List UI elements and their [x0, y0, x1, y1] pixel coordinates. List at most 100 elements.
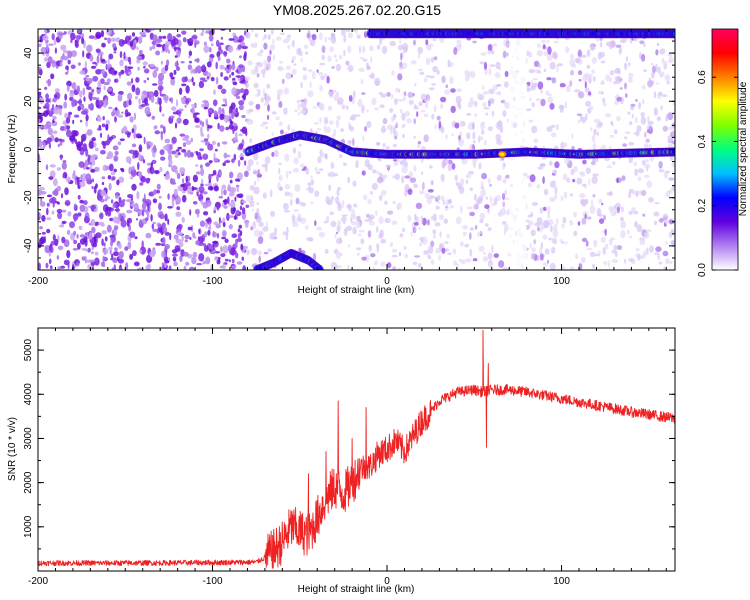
spectrogram-noise-cell [529, 174, 536, 183]
spectrogram-noise-cell [107, 37, 111, 44]
spectrogram-noise-cell [564, 156, 570, 165]
spectrogram-noise-cell [238, 100, 245, 106]
spectrogram-noise-cell [658, 161, 663, 169]
spectrogram-noise-cell [615, 75, 622, 84]
spectrogram-noise-cell [294, 184, 301, 192]
spectrogram-noise-cell [207, 143, 214, 151]
spectrogram-noise-cell [162, 35, 167, 39]
spectrogram-noise-cell [488, 88, 495, 95]
spectrogram-noise-cell [238, 143, 244, 150]
spectrogram-noise-cell [157, 72, 165, 82]
spectrogram-noise-cell [70, 50, 77, 57]
spectrogram-noise-cell [235, 107, 238, 113]
spectrogram-noise-cell [616, 245, 623, 251]
spectrogram-noise-cell [189, 191, 194, 195]
spectrogram-noise-cell [130, 203, 135, 207]
spectrogram-noise-cell [229, 171, 234, 179]
spectrogram-noise-cell [48, 43, 54, 46]
spectrogram-noise-cell [38, 106, 42, 110]
spectrogram-noise-cell [359, 57, 365, 60]
spectrogram-noise-cell [389, 242, 393, 248]
spectrogram-noise-cell [419, 71, 425, 76]
spectrogram-noise-cell [420, 171, 424, 175]
spectrogram-noise-cell [196, 190, 199, 197]
spectrogram-noise-cell [667, 135, 672, 141]
spectrogram-noise-cell [447, 59, 451, 68]
spectrogram-noise-cell [40, 197, 43, 203]
spectrogram-noise-cell [671, 140, 675, 145]
spectrogram-noise-cell [489, 64, 496, 67]
spectrogram-noise-cell [343, 49, 346, 57]
spectrogram-noise-cell [585, 167, 591, 174]
spectrogram-noise-cell [456, 263, 459, 267]
spectrogram-noise-cell [318, 104, 324, 109]
spectrogram-noise-cell [641, 53, 646, 62]
spectrogram-noise-cell [238, 104, 244, 111]
spectrogram-noise-cell [376, 244, 380, 253]
spectrogram-noise-cell [327, 105, 333, 111]
spectrogram-noise-cell [98, 100, 104, 107]
spectrogram-noise-cell [588, 179, 591, 186]
spectrogram-noise-cell [382, 117, 388, 125]
spectrogram-noise-cell [467, 206, 473, 210]
spectrogram-noise-cell [199, 220, 206, 227]
spectrogram-noise-cell [401, 51, 404, 58]
spectrogram-noise-cell [364, 159, 370, 168]
spectrogram-noise-cell [283, 209, 291, 213]
spectrogram-noise-cell [131, 78, 134, 84]
spectrogram-noise-cell [666, 170, 670, 174]
spectrogram-noise-cell [389, 108, 394, 113]
spectrogram-noise-cell [608, 238, 614, 246]
spectrogram-noise-cell [151, 115, 156, 120]
spectrogram-noise-cell [588, 76, 592, 84]
spectrogram-noise-cell [63, 259, 70, 266]
spectrogram-noise-cell [619, 87, 623, 90]
spectrogram-noise-cell [630, 103, 636, 107]
spectrogram-noise-cell [648, 125, 653, 134]
spectrogram-noise-cell [46, 194, 53, 198]
spectrogram-noise-cell [440, 173, 445, 182]
spectrogram-noise-cell [244, 76, 251, 82]
spectrogram-noise-cell [441, 247, 446, 254]
spectrogram-noise-cell [334, 233, 337, 239]
spectrogram-noise-cell [102, 255, 106, 263]
spectrogram-noise-cell [286, 65, 291, 70]
spectrogram-noise-cell [227, 196, 230, 204]
spectrogram-noise-cell [450, 204, 454, 209]
spectrogram-noise-cell [181, 216, 185, 223]
spectrogram-noise-cell [103, 81, 110, 86]
spectrogram-noise-cell [93, 235, 96, 244]
spectrogram-noise-cell [392, 143, 397, 148]
spectrogram-noise-cell [360, 238, 365, 245]
spectrogram-noise-cell [180, 61, 185, 64]
spectrogram-noise-cell [479, 61, 485, 65]
spectrogram-noise-cell [399, 38, 402, 44]
spectrogram-noise-cell [605, 42, 611, 46]
spectrogram-noise-cell [550, 225, 553, 233]
spectrogram-noise-cell [102, 116, 105, 121]
spectrogram-noise-cell [540, 241, 544, 250]
spectrogram-noise-cell [60, 154, 63, 161]
spectrogram-noise-cell [387, 210, 394, 215]
spectrogram-noise-cell [404, 175, 411, 179]
spectrogram-noise-cell [46, 202, 50, 207]
spectrogram-noise-cell [98, 222, 101, 226]
spectrogram-noise-cell [549, 102, 555, 110]
spectrogram-noise-cell [162, 126, 166, 134]
spectrogram-noise-cell [82, 50, 85, 58]
spectrogram-noise-cell [297, 102, 301, 111]
spectrogram-noise-cell [142, 61, 148, 66]
spectrogram-noise-cell [222, 245, 229, 254]
spectrogram-noise-cell [234, 240, 238, 248]
spectrogram-noise-cell [263, 33, 267, 40]
spectrogram-noise-cell [238, 64, 244, 69]
spectrogram-noise-cell [313, 122, 319, 125]
spectrogram-noise-cell [230, 201, 236, 209]
spectrogram-noise-cell [257, 178, 260, 182]
spectrogram-noise-cell [131, 183, 137, 191]
spectrogram-noise-cell [38, 262, 41, 270]
spectrogram-noise-cell [636, 125, 642, 132]
spectrogram-noise-cell [118, 71, 122, 76]
spectrogram-noise-cell [105, 123, 109, 131]
spectrogram-noise-cell [217, 84, 223, 90]
